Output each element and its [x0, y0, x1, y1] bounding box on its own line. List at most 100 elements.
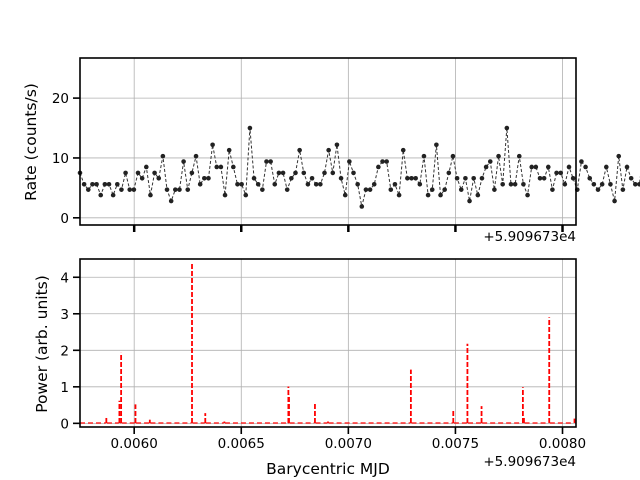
rate-point	[173, 187, 178, 192]
rate-point	[637, 182, 640, 187]
rate-point	[156, 176, 162, 181]
rate-point	[98, 192, 104, 198]
rate-point	[247, 125, 253, 131]
rate-point	[330, 170, 336, 176]
rate-point	[512, 182, 518, 187]
rate-point	[562, 182, 568, 187]
power-y-tick-label: 4	[60, 270, 69, 286]
rate-point	[347, 159, 352, 164]
rate-point	[603, 164, 609, 170]
rate-y-tick-label: 20	[52, 91, 69, 107]
rate-point	[189, 170, 195, 176]
rate-point	[206, 176, 211, 181]
rate-point	[214, 164, 220, 170]
rate-point	[421, 153, 427, 159]
rate-point	[197, 182, 203, 187]
rate-point	[554, 170, 559, 176]
rate-point	[454, 176, 460, 181]
rate-point	[500, 182, 505, 187]
rate-point	[438, 192, 443, 198]
rate-point	[599, 182, 605, 187]
rate-x-offset-label: +5.909673e4	[483, 229, 576, 245]
power-panel: 0.0060 0.0065 0.0070 0.0075 0.0080 0 1 2 3 4 Powe…	[33, 258, 586, 478]
rate-point	[160, 153, 166, 159]
rate-point	[268, 159, 273, 164]
rate-point	[164, 187, 170, 192]
rate-point	[537, 176, 543, 181]
rate-point	[313, 182, 319, 187]
rate-point	[181, 159, 186, 164]
rate-point	[545, 164, 551, 170]
power-series	[80, 262, 576, 424]
rate-point	[583, 164, 588, 170]
rate-point	[276, 170, 282, 176]
rate-point	[115, 182, 120, 187]
rate-y-tick-label: 0	[60, 211, 69, 227]
rate-point	[516, 153, 522, 159]
rate-point	[168, 198, 174, 204]
rate-point	[616, 153, 622, 159]
rate-point	[475, 192, 481, 198]
rate-point	[260, 187, 265, 192]
rate-point	[85, 187, 91, 192]
rate-point	[359, 204, 365, 209]
rate-point	[612, 198, 617, 204]
rate-point	[521, 182, 526, 187]
rate-point	[326, 147, 331, 153]
rate-point	[210, 142, 215, 148]
power-y-tick-label: 1	[60, 380, 69, 396]
rate-point	[405, 176, 410, 181]
power-y-tick-label: 2	[60, 343, 69, 359]
power-y-tick-label: 3	[60, 307, 69, 323]
rate-point	[566, 164, 572, 170]
rate-point	[413, 176, 418, 181]
rate-point	[633, 182, 638, 187]
rate-point	[541, 176, 547, 181]
rate-point	[148, 192, 153, 198]
rate-point	[144, 164, 149, 170]
rate-point	[284, 187, 290, 192]
rate-point	[533, 164, 539, 170]
rate-point	[264, 159, 269, 164]
rate-point	[442, 187, 447, 192]
rate-point	[135, 170, 141, 176]
power-x-tick-label: 0.0070	[325, 436, 372, 452]
rate-ticks: 0 10 20	[52, 91, 564, 232]
rate-point	[81, 182, 87, 187]
power-axes-frame	[79, 258, 577, 428]
power-x-axis-label: Barycentric MJD	[266, 460, 390, 478]
power-ticks: 0.0060 0.0065 0.0070 0.0075 0.0080 0 1 2 3 4	[60, 270, 586, 452]
rate-y-axis-label: Rate (counts/s)	[22, 83, 40, 201]
rate-point	[508, 182, 514, 187]
rate-point	[131, 187, 137, 192]
power-x-tick-label: 0.0075	[432, 436, 479, 452]
rate-point	[504, 125, 510, 131]
rate-point	[334, 142, 340, 148]
rate-panel: 0 10 20 Rate (counts/s) +5.909673e4	[22, 57, 640, 245]
rate-point	[483, 164, 489, 170]
rate-point	[467, 198, 472, 204]
rate-point	[342, 192, 348, 198]
power-x-offset-label: +5.909673e4	[483, 454, 576, 470]
rate-point	[322, 170, 327, 176]
rate-point	[218, 164, 224, 170]
rate-point	[243, 192, 249, 198]
rate-point	[591, 182, 597, 187]
power-x-tick-label: 0.0080	[539, 436, 586, 452]
rate-point	[127, 187, 133, 192]
rate-point	[446, 170, 452, 176]
rate-point	[185, 187, 191, 192]
rate-point	[550, 187, 555, 192]
rate-point	[90, 182, 95, 187]
rate-point	[255, 182, 261, 187]
rate-point	[434, 142, 439, 148]
rate-point	[139, 176, 145, 181]
rate-point	[624, 164, 630, 170]
rate-point	[351, 170, 356, 176]
rate-point	[289, 176, 294, 181]
rate-point	[396, 192, 402, 198]
rate-point	[463, 176, 468, 181]
rate-point	[529, 164, 534, 170]
rate-point	[429, 187, 435, 192]
